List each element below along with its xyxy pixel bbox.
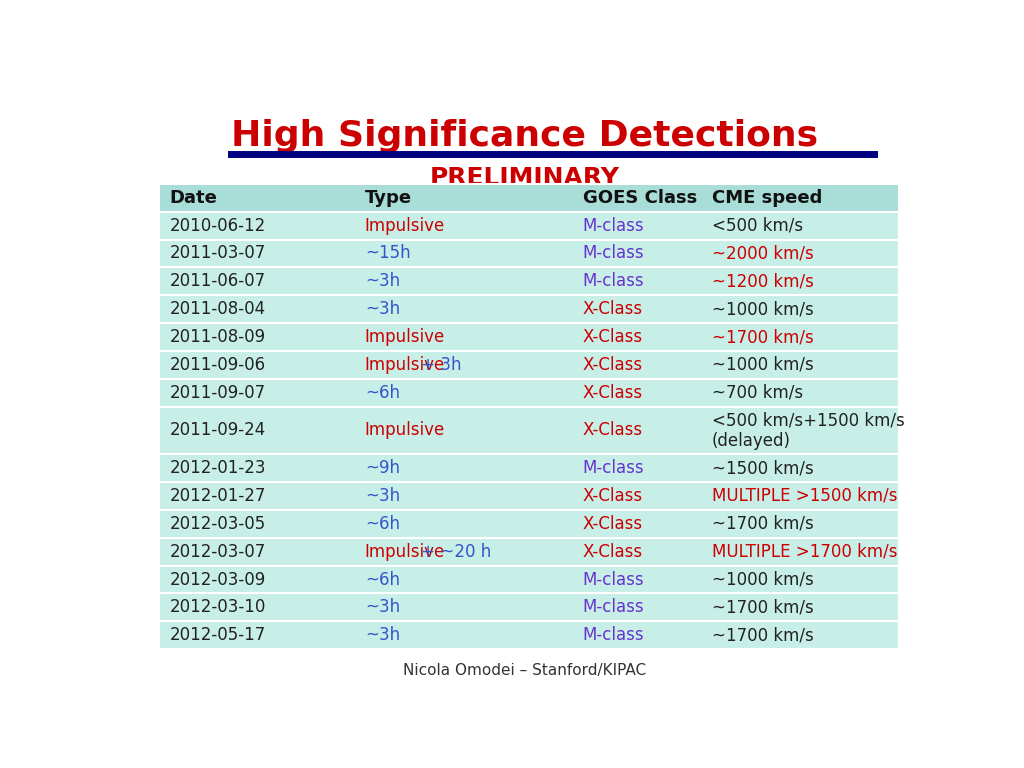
Text: <500 km/s: <500 km/s [712,217,803,234]
Bar [160,379,898,407]
Bar [160,621,898,649]
Bar [160,538,898,565]
Text: 2012-03-10: 2012-03-10 [169,598,265,617]
Text: <500 km/s+1500 km/s: <500 km/s+1500 km/s [712,411,904,429]
Bar [160,454,898,482]
Text: ~1500 km/s: ~1500 km/s [712,459,813,477]
Text: Impulsive: Impulsive [365,543,445,561]
Text: ~6h: ~6h [365,571,399,588]
Text: M-class: M-class [583,273,644,290]
Text: Impulsive: Impulsive [365,217,445,234]
Text: MULTIPLE >1500 km/s: MULTIPLE >1500 km/s [712,487,897,505]
Text: 2010-06-12: 2010-06-12 [169,217,265,234]
Text: X-Class: X-Class [583,543,643,561]
Text: ~6h: ~6h [365,384,399,402]
Text: ~15h: ~15h [365,244,411,263]
Text: ~1000 km/s: ~1000 km/s [712,571,813,588]
Text: M-class: M-class [583,626,644,644]
Bar [160,594,898,621]
Text: 2011-09-07: 2011-09-07 [169,384,265,402]
Text: MULTIPLE >1700 km/s: MULTIPLE >1700 km/s [712,543,897,561]
Text: 2012-03-07: 2012-03-07 [169,543,265,561]
Text: ~3h: ~3h [365,487,400,505]
Text: PRELIMINARY: PRELIMINARY [430,166,620,190]
Text: 2012-03-05: 2012-03-05 [169,515,265,533]
Bar [160,295,898,323]
Text: ~1700 km/s: ~1700 km/s [712,515,813,533]
Text: ~2000 km/s: ~2000 km/s [712,244,813,263]
Bar [160,407,898,454]
Text: 2011-09-06: 2011-09-06 [169,356,265,374]
Text: Nicola Omodei – Stanford/KIPAC: Nicola Omodei – Stanford/KIPAC [403,663,646,678]
Bar [160,510,898,538]
Text: ~9h: ~9h [365,459,399,477]
Text: 2012-03-09: 2012-03-09 [169,571,265,588]
Text: ~1700 km/s: ~1700 km/s [712,328,813,346]
Text: + 3h: + 3h [417,356,462,374]
Text: X-Class: X-Class [583,422,643,439]
Bar [160,565,898,594]
Text: ~6h: ~6h [365,515,399,533]
Text: ~3h: ~3h [365,273,400,290]
Text: 2011-09-24: 2011-09-24 [169,422,265,439]
Bar [160,212,898,240]
Bar [160,323,898,351]
Text: X-Class: X-Class [583,328,643,346]
Bar [160,482,898,510]
Text: X-Class: X-Class [583,384,643,402]
Text: M-class: M-class [583,571,644,588]
Text: 2012-01-27: 2012-01-27 [169,487,265,505]
Text: X-Class: X-Class [583,515,643,533]
Text: Impulsive: Impulsive [365,356,445,374]
Bar [160,267,898,295]
Text: M-class: M-class [583,244,644,263]
Text: Impulsive: Impulsive [365,328,445,346]
Text: CME speed: CME speed [712,189,822,207]
Text: High Significance Detections: High Significance Detections [231,119,818,153]
Text: 2011-08-09: 2011-08-09 [169,328,265,346]
Text: M-class: M-class [583,217,644,234]
Text: ~1000 km/s: ~1000 km/s [712,300,813,318]
Text: 2012-05-17: 2012-05-17 [169,626,265,644]
Text: ~3h: ~3h [365,598,400,617]
Bar [160,184,898,212]
Text: ~1700 km/s: ~1700 km/s [712,626,813,644]
Text: ~700 km/s: ~700 km/s [712,384,803,402]
Bar [160,240,898,267]
Text: 2011-03-07: 2011-03-07 [169,244,265,263]
Bar [160,351,898,379]
Text: Type: Type [365,189,412,207]
Text: X-Class: X-Class [583,300,643,318]
Text: ~1000 km/s: ~1000 km/s [712,356,813,374]
Text: X-Class: X-Class [583,356,643,374]
Text: 2011-06-07: 2011-06-07 [169,273,265,290]
Text: M-class: M-class [583,598,644,617]
Text: (delayed): (delayed) [712,432,791,450]
Text: ~1700 km/s: ~1700 km/s [712,598,813,617]
Text: Impulsive: Impulsive [365,422,445,439]
Text: + ~20 h: + ~20 h [417,543,492,561]
Text: X-Class: X-Class [583,487,643,505]
Text: Date: Date [169,189,217,207]
Text: ~3h: ~3h [365,300,400,318]
Text: ~3h: ~3h [365,626,400,644]
Text: 2011-08-04: 2011-08-04 [169,300,265,318]
Text: ~1200 km/s: ~1200 km/s [712,273,814,290]
Text: 2012-01-23: 2012-01-23 [169,459,266,477]
Text: M-class: M-class [583,459,644,477]
Text: GOES Class: GOES Class [583,189,696,207]
